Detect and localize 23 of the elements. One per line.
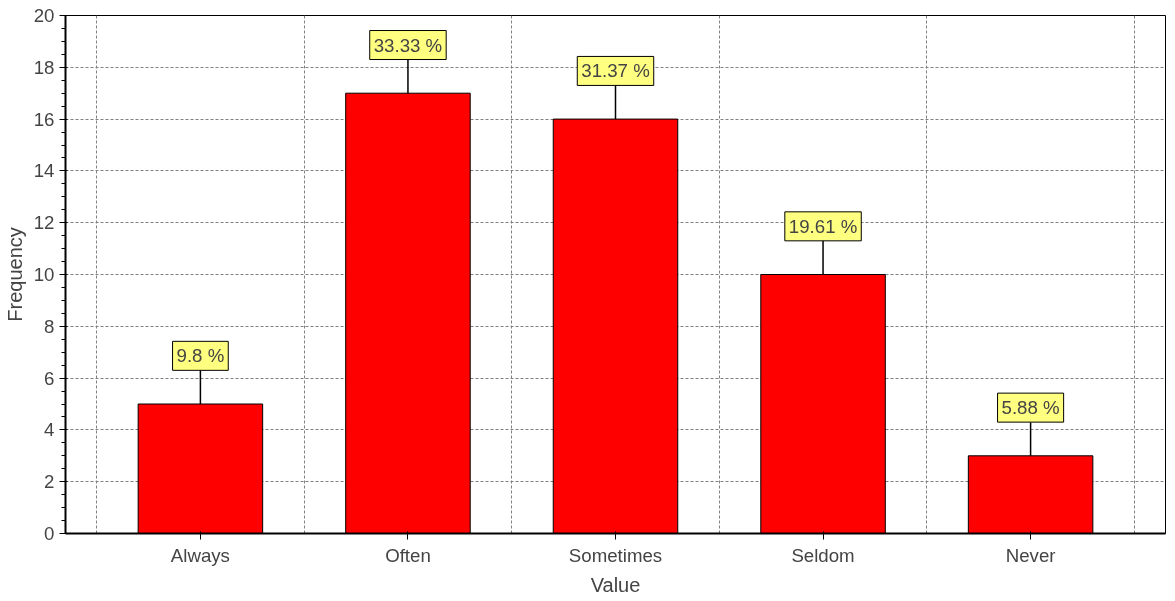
y-tick-label: 18 bbox=[33, 56, 55, 78]
y-tick-label: 10 bbox=[33, 264, 55, 285]
y-axis-title: Frequency bbox=[3, 227, 26, 322]
y-tick-label: 14 bbox=[33, 160, 55, 182]
x-tick-label: Often bbox=[385, 544, 431, 566]
x-tick-label: Never bbox=[1005, 544, 1056, 566]
annotation: 5.88 % bbox=[1001, 397, 1060, 419]
x-tick-label: Sometimes bbox=[568, 544, 663, 566]
y-tick-label: 16 bbox=[33, 108, 55, 130]
y-tick-label: 0 bbox=[44, 523, 55, 544]
y-tick-label: 6 bbox=[44, 367, 55, 389]
y-tick-label: 4 bbox=[44, 419, 55, 441]
y-tick-label: 20 bbox=[33, 5, 55, 26]
annotation: 33.33 % bbox=[373, 34, 443, 56]
x-tick-label: Always bbox=[170, 544, 230, 566]
annotation: 19.61 % bbox=[788, 215, 858, 237]
annotation: 9.8 % bbox=[176, 345, 225, 367]
y-tick-label: 12 bbox=[33, 212, 55, 234]
y-tick-label: 2 bbox=[44, 471, 55, 493]
y-tick-label: 8 bbox=[44, 315, 55, 337]
x-tick-label: Seldom bbox=[791, 544, 855, 566]
x-axis-title: Value bbox=[590, 573, 641, 596]
annotation: 31.37 % bbox=[581, 60, 650, 82]
